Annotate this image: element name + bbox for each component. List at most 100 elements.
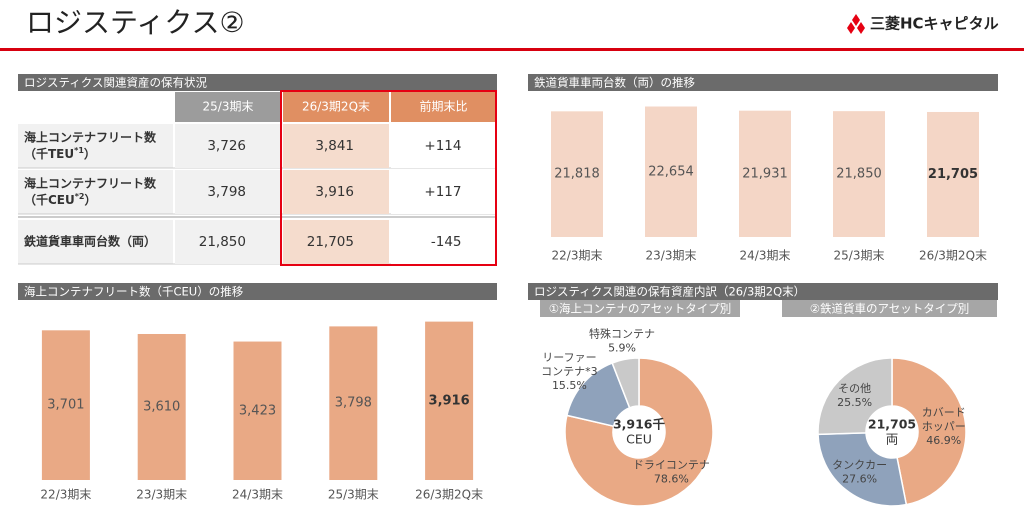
x-tick-label: 25/3期末 <box>328 488 379 502</box>
cell-value: -145 <box>431 234 462 250</box>
cell-value: 21,850 <box>199 234 246 250</box>
x-tick-label: 25/3期末 <box>834 249 885 263</box>
column-header-cell <box>283 92 389 122</box>
footnote-mark: *1 <box>74 146 84 155</box>
slice-label: ドライコンテナ 78.6% <box>633 459 710 486</box>
slide-title: ロジスティクス② <box>26 6 245 39</box>
cell-value: +117 <box>424 184 461 200</box>
cell <box>391 220 496 264</box>
cell-value: 3,798 <box>207 184 246 200</box>
value-label: 3,701 <box>47 398 84 413</box>
value-label: 3,423 <box>239 403 276 418</box>
bar <box>645 106 697 237</box>
subheader-title: ①海上コンテナのアセットタイプ別 <box>549 302 732 316</box>
slice-value: 15.5% <box>552 379 587 392</box>
value-label: 22,654 <box>648 164 694 179</box>
slice-label: リーファーコンテナ*3 15.5% <box>541 351 598 392</box>
logo-icon <box>847 14 865 34</box>
unit-close: ） <box>84 146 96 161</box>
center-label: 21,705 <box>868 417 916 432</box>
x-tick-label: 22/3期末 <box>40 488 91 502</box>
row-unit: （千CEU*2） <box>24 192 97 207</box>
unit: （千CEU <box>24 192 75 207</box>
slice-name: タンクカー <box>832 459 887 472</box>
bar <box>551 111 603 237</box>
slice-name: ドライコンテナ <box>633 459 710 472</box>
column-header-cell <box>175 92 281 122</box>
panel-title: 鉄道貨車車両台数（両）の推移 <box>534 76 695 90</box>
cell-value: 3,916 <box>315 184 354 200</box>
center-label: 両 <box>886 432 899 447</box>
slice-value: 27.6% <box>842 473 877 486</box>
slice-value: 5.9% <box>608 342 636 355</box>
x-tick-label: 22/3期末 <box>552 249 603 263</box>
donut-center <box>613 406 665 458</box>
column-header: 26/3期2Q末 <box>302 100 370 114</box>
highlight-box <box>280 90 497 266</box>
slice-label: タンクカー 27.6% <box>832 459 887 486</box>
cell <box>391 170 496 214</box>
column-header: 25/3期末 <box>203 100 254 114</box>
column-header-cell <box>391 92 496 122</box>
value-label: 3,798 <box>335 396 372 411</box>
bar <box>927 111 979 237</box>
cell <box>175 124 281 168</box>
header-rule <box>0 48 1024 51</box>
subheader <box>540 300 740 317</box>
value-label: 3,610 <box>143 399 180 414</box>
bar <box>833 111 885 237</box>
subheader-title: ②鉄道貨車のアセットタイプ別 <box>810 302 970 316</box>
slice-name: ホッパー <box>922 420 966 433</box>
x-tick-label: 23/3期末 <box>136 488 187 502</box>
panel-header <box>18 283 497 300</box>
cell <box>283 170 389 214</box>
slice-name: カバード <box>922 406 966 419</box>
value-label: 21,705 <box>928 167 978 182</box>
row-label: 海上コンテナフリート数 <box>24 176 157 191</box>
row-label-cell <box>18 124 173 168</box>
bar <box>137 333 186 480</box>
footnote-mark: *2 <box>75 192 85 201</box>
bar <box>739 110 791 237</box>
row-label-cell <box>18 170 173 214</box>
panel-header <box>528 74 998 91</box>
slice-name: コンテナ*3 <box>541 365 598 378</box>
cell-value: 3,841 <box>315 138 354 154</box>
center-label: 3,916千 <box>613 417 666 432</box>
bar <box>329 326 378 480</box>
panel-title: ロジスティクス関連資産の保有状況 <box>24 76 207 90</box>
x-tick-label: 24/3期末 <box>740 249 791 263</box>
x-tick-label: 24/3期末 <box>232 488 283 502</box>
slice-value: 25.5% <box>837 396 872 409</box>
bar <box>41 330 90 480</box>
x-tick-label: 23/3期末 <box>646 249 697 263</box>
cell-value: +114 <box>424 138 461 154</box>
bar <box>425 321 474 480</box>
row-label: 海上コンテナフリート数 <box>24 130 157 145</box>
cell <box>175 170 281 214</box>
row-unit: （千TEU*1） <box>24 146 96 161</box>
cell-value: 3,726 <box>207 138 246 154</box>
cell <box>175 220 281 264</box>
row-label-cell <box>18 220 173 264</box>
slice-label: カバードホッパー 46.9% <box>922 406 966 447</box>
row-label: 鉄道貨車車両台数（両） <box>24 234 156 249</box>
logo-text: 三菱HCキャピタル <box>870 15 999 33</box>
cell <box>283 220 389 264</box>
subheader <box>782 300 997 317</box>
slice-label: 特殊コンテナ 5.9% <box>589 327 655 355</box>
slice-value: 46.9% <box>926 434 961 447</box>
slice-name: 特殊コンテナ <box>589 327 655 341</box>
value-label: 21,818 <box>554 167 600 182</box>
x-tick-label: 26/3期2Q末 <box>919 249 987 263</box>
donut-center <box>866 406 918 458</box>
panel-header <box>528 283 998 300</box>
x-tick-label: 26/3期2Q末 <box>415 488 483 502</box>
panel-title: ロジスティクス関連の保有資産内訳（26/3期2Q末） <box>534 285 805 299</box>
cell <box>391 124 496 168</box>
unit: （千TEU <box>24 146 74 161</box>
column-header: 前期末比 <box>419 99 467 114</box>
panel-header <box>18 74 497 91</box>
